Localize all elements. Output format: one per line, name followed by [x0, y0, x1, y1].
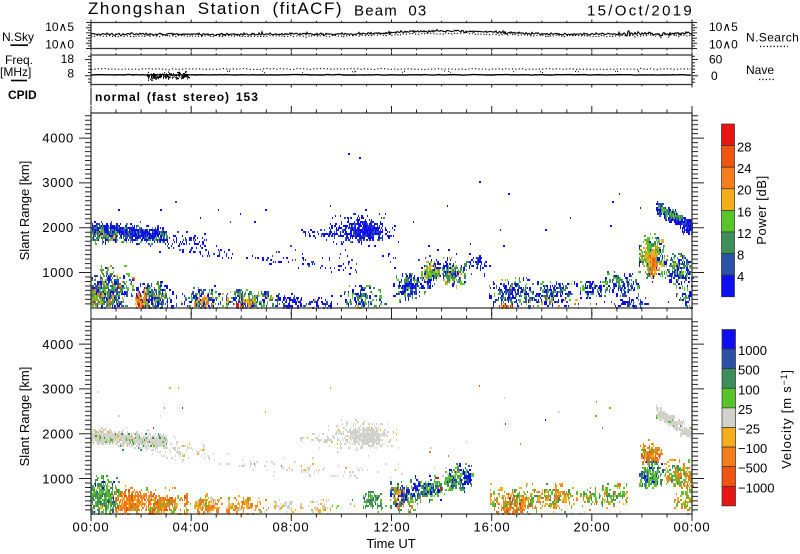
svg-text:100: 100 — [738, 382, 760, 397]
svg-text:10∧5: 10∧5 — [45, 20, 74, 34]
svg-text:Velocity [m s−1]: Velocity [m s−1] — [779, 369, 794, 469]
svg-text:normal (fast stereo) 153: normal (fast stereo) 153 — [95, 90, 259, 104]
svg-text:4000: 4000 — [42, 337, 74, 352]
svg-text:1000: 1000 — [42, 471, 74, 486]
svg-text:4000: 4000 — [42, 130, 74, 145]
svg-text:00:00: 00:00 — [673, 520, 710, 535]
svg-text:10∧0: 10∧0 — [709, 38, 738, 52]
svg-text:Power [dB]: Power [dB] — [754, 175, 769, 245]
svg-text:−25: −25 — [738, 422, 760, 437]
svg-text:28: 28 — [737, 140, 751, 155]
svg-text:18: 18 — [61, 52, 75, 66]
svg-text:0: 0 — [711, 69, 718, 83]
svg-text:Slant Range [km]: Slant Range [km] — [17, 367, 32, 467]
svg-text:3000: 3000 — [42, 382, 74, 397]
svg-text:4: 4 — [737, 269, 744, 284]
svg-text:04:00: 04:00 — [172, 520, 209, 535]
svg-text:20:00: 20:00 — [573, 520, 610, 535]
svg-text:20: 20 — [737, 183, 751, 198]
svg-text:1000: 1000 — [738, 343, 767, 358]
svg-text:25: 25 — [738, 402, 752, 417]
svg-text:12:00: 12:00 — [373, 520, 410, 535]
svg-text:60: 60 — [709, 53, 723, 67]
svg-text:Beam 03: Beam 03 — [354, 3, 427, 20]
svg-text:2000: 2000 — [42, 220, 74, 235]
svg-text:Slant Range [km]: Slant Range [km] — [17, 161, 32, 261]
svg-text:1000: 1000 — [42, 265, 74, 280]
svg-text:−1000: −1000 — [738, 480, 775, 495]
svg-text:−100: −100 — [738, 441, 767, 456]
svg-text:16: 16 — [737, 204, 751, 219]
svg-text:10∧0: 10∧0 — [45, 38, 74, 52]
svg-text:08:00: 08:00 — [272, 520, 309, 535]
svg-text:[MHz]: [MHz] — [0, 65, 31, 79]
svg-text:15/Oct/2019: 15/Oct/2019 — [587, 3, 694, 20]
svg-text:CPID: CPID — [8, 88, 37, 102]
svg-text:N.Sky: N.Sky — [2, 30, 34, 44]
svg-text:12: 12 — [737, 226, 751, 241]
svg-text:10∧5: 10∧5 — [709, 20, 738, 34]
svg-text:00:00: 00:00 — [72, 520, 109, 535]
svg-text:16:00: 16:00 — [473, 520, 510, 535]
svg-text:N.Search: N.Search — [746, 31, 799, 45]
svg-text:Freq.: Freq. — [5, 53, 33, 67]
svg-text:8: 8 — [67, 67, 74, 81]
svg-text:8: 8 — [737, 248, 744, 263]
svg-text:2000: 2000 — [42, 427, 74, 442]
svg-text:−500: −500 — [738, 461, 767, 476]
svg-text:24: 24 — [737, 161, 751, 176]
svg-text:Nave: Nave — [746, 63, 774, 77]
svg-text:Time UT: Time UT — [366, 536, 415, 551]
svg-text:Zhongshan Station (fitACF): Zhongshan Station (fitACF) — [88, 0, 343, 18]
svg-text:3000: 3000 — [42, 175, 74, 190]
svg-text:500: 500 — [738, 363, 760, 378]
